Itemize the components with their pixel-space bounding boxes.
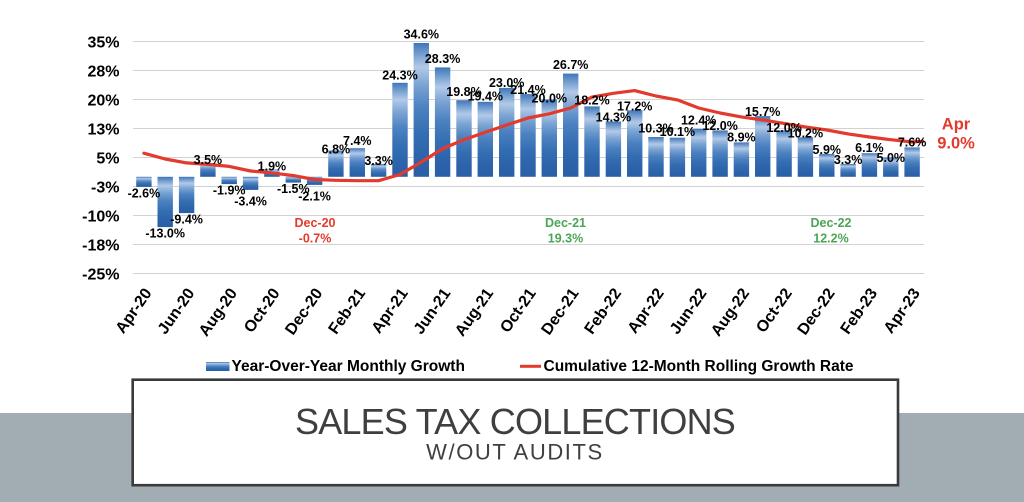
svg-text:-25%: -25% — [82, 267, 119, 284]
svg-text:10.3%: 10.3% — [638, 122, 673, 136]
svg-text:-18%: -18% — [82, 238, 119, 255]
svg-text:28.3%: 28.3% — [425, 52, 460, 66]
svg-text:6.1%: 6.1% — [855, 141, 884, 155]
svg-text:12.0%: 12.0% — [766, 121, 801, 135]
svg-text:Year-Over-Year Monthly Growth: Year-Over-Year Monthly Growth — [232, 358, 465, 375]
svg-text:34.6%: 34.6% — [404, 27, 439, 41]
svg-text:28%: 28% — [87, 64, 119, 81]
svg-text:8.9%: 8.9% — [727, 130, 756, 144]
svg-text:9.0%: 9.0% — [937, 135, 975, 153]
svg-text:-13.0%: -13.0% — [145, 227, 185, 241]
svg-text:20.0%: 20.0% — [532, 92, 567, 106]
svg-text:5.9%: 5.9% — [813, 143, 842, 157]
svg-text:23.0%: 23.0% — [489, 76, 524, 90]
svg-text:-3%: -3% — [91, 180, 119, 197]
svg-text:-2.6%: -2.6% — [128, 186, 161, 200]
svg-text:3.3%: 3.3% — [364, 154, 393, 168]
svg-text:Dec-21: Dec-21 — [545, 216, 586, 230]
svg-text:14.3%: 14.3% — [596, 111, 631, 125]
svg-text:5%: 5% — [96, 151, 119, 168]
svg-text:19.8%: 19.8% — [446, 85, 481, 99]
svg-text:13%: 13% — [87, 122, 119, 139]
svg-text:3.3%: 3.3% — [834, 153, 863, 167]
svg-text:12.4%: 12.4% — [681, 113, 716, 127]
svg-text:10.2%: 10.2% — [788, 126, 823, 140]
svg-text:Apr: Apr — [942, 116, 971, 134]
svg-text:19.3%: 19.3% — [548, 231, 583, 245]
svg-text:-3.4%: -3.4% — [234, 194, 267, 208]
svg-text:19.4%: 19.4% — [468, 89, 503, 103]
svg-text:26.7%: 26.7% — [553, 58, 588, 72]
svg-text:12.0%: 12.0% — [702, 119, 737, 133]
svg-text:18.2%: 18.2% — [574, 93, 609, 107]
svg-text:6.8%: 6.8% — [322, 143, 351, 157]
svg-text:1.9%: 1.9% — [258, 160, 287, 174]
svg-text:10.1%: 10.1% — [660, 125, 695, 139]
svg-text:W/OUT AUDITS: W/OUT AUDITS — [426, 439, 604, 464]
svg-text:7.4%: 7.4% — [343, 134, 372, 148]
svg-text:20%: 20% — [87, 93, 119, 110]
svg-text:12.2%: 12.2% — [813, 231, 848, 245]
svg-text:-9.4%: -9.4% — [170, 213, 203, 227]
svg-text:Dec-20: Dec-20 — [295, 216, 336, 230]
svg-text:35%: 35% — [87, 35, 119, 52]
svg-text:15.7%: 15.7% — [745, 105, 780, 119]
svg-text:-0.7%: -0.7% — [299, 231, 332, 245]
svg-text:SALES TAX COLLECTIONS: SALES TAX COLLECTIONS — [295, 401, 735, 442]
svg-text:-10%: -10% — [82, 209, 119, 226]
svg-text:-1.5%: -1.5% — [277, 182, 310, 196]
svg-text:21.4%: 21.4% — [510, 83, 545, 97]
svg-text:3.5%: 3.5% — [194, 153, 223, 167]
svg-text:Cumulative 12-Month Rolling Gr: Cumulative 12-Month Rolling Growth Rate — [544, 358, 854, 375]
svg-text:-1.9%: -1.9% — [213, 184, 246, 198]
svg-text:-2.1%: -2.1% — [298, 189, 331, 203]
svg-text:24.3%: 24.3% — [382, 68, 417, 82]
svg-text:5.0%: 5.0% — [877, 151, 906, 165]
svg-text:7.6%: 7.6% — [898, 135, 927, 149]
svg-text:17.2%: 17.2% — [617, 99, 652, 113]
svg-text:Dec-22: Dec-22 — [811, 216, 852, 230]
